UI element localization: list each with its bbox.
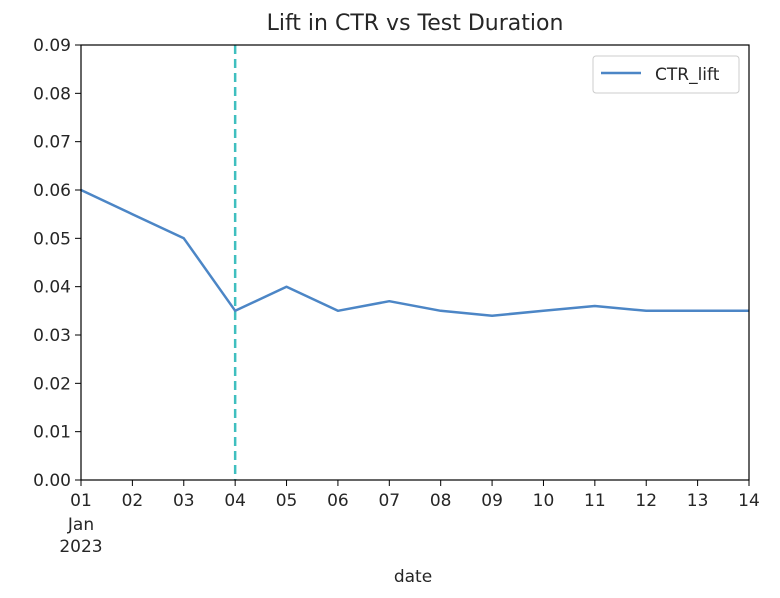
y-tick-label-2: 0.02 [33, 374, 71, 394]
legend: CTR_lift [592, 55, 740, 94]
x-tick-label-8: 09 [481, 491, 503, 511]
series-line-ctr-lift [80, 188, 749, 317]
y-tick-label-9: 0.09 [33, 36, 71, 56]
y-tick-label-6: 0.06 [33, 181, 71, 201]
x-tick-label-3: 04 [224, 491, 246, 511]
chart-title: Lift in CTR vs Test Duration [267, 11, 564, 36]
x-tick-label-2: 03 [173, 491, 195, 511]
legend-box [592, 55, 740, 94]
x-tick-label-10: 11 [584, 491, 606, 511]
y-tick-label-1: 0.01 [33, 423, 71, 443]
x-axis-label: date [394, 567, 432, 587]
y-tick-label-0: 0.00 [33, 471, 71, 491]
y-tick-label-8: 0.08 [33, 84, 71, 104]
plot-frame [80, 44, 750, 481]
x-tick-label-0: 01 [70, 491, 92, 511]
x-tick-label-4: 05 [276, 491, 298, 511]
x-tick-label-5: 06 [327, 491, 349, 511]
plot-area: 0.00 0.01 0.02 0.03 0.04 0.05 0.06 0.07 0.08 0.09… [33, 36, 760, 557]
x-tick-label-7: 08 [430, 491, 452, 511]
x-tick-label-13: 14 [738, 491, 760, 511]
x-tick-label-11: 12 [635, 491, 657, 511]
x-tick-label-1: 02 [122, 491, 144, 511]
x-tick-label-12: 13 [687, 491, 709, 511]
x-tick-sublabel-0: Jan [67, 515, 94, 535]
x-tick-label-6: 07 [378, 491, 400, 511]
y-tick-label-7: 0.07 [33, 133, 71, 153]
y-tick-label-3: 0.03 [33, 326, 71, 346]
legend-label-ctr-lift: CTR_lift [655, 65, 720, 85]
y-tick-label-5: 0.05 [33, 229, 71, 249]
x-tick-sublabel-1: 2023 [59, 537, 102, 557]
x-tick-label-9: 10 [533, 491, 555, 511]
y-tick-label-4: 0.04 [33, 278, 71, 298]
